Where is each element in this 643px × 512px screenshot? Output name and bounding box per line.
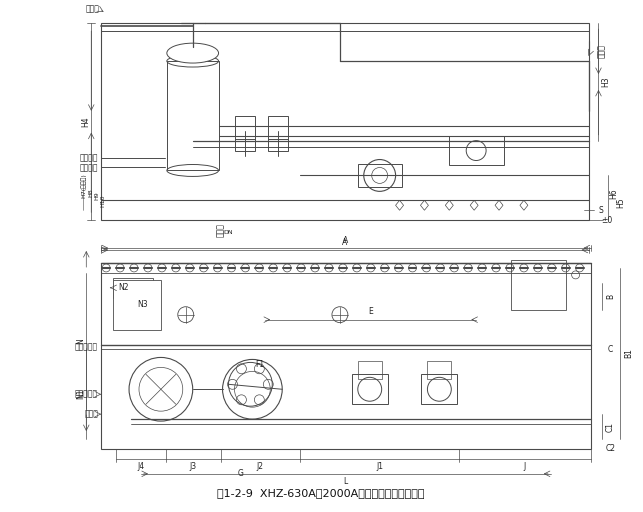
Polygon shape — [470, 200, 478, 210]
Text: B: B — [606, 294, 615, 299]
Text: N1: N1 — [76, 388, 85, 398]
Bar — [449, 136, 504, 165]
Text: C2: C2 — [606, 444, 615, 454]
Bar — [428, 361, 451, 379]
Text: C1: C1 — [606, 421, 615, 432]
Text: N2: N2 — [118, 283, 129, 292]
Bar — [113, 280, 161, 330]
Bar — [421, 374, 457, 404]
Text: J4: J4 — [138, 462, 145, 472]
Text: J1: J1 — [376, 462, 383, 472]
Text: N3: N3 — [137, 300, 148, 309]
Text: H9: H9 — [95, 191, 100, 200]
Bar — [511, 260, 566, 310]
Text: L: L — [344, 477, 348, 486]
Text: H3: H3 — [601, 77, 610, 87]
Bar — [101, 23, 588, 220]
Text: ±0: ±0 — [601, 216, 612, 225]
Polygon shape — [446, 200, 453, 210]
Text: 供油口: 供油口 — [86, 5, 99, 14]
Text: A: A — [342, 238, 347, 247]
Text: 采样口: 采样口 — [597, 44, 606, 58]
Text: H7(供油口): H7(供油口) — [80, 173, 86, 198]
Text: G: G — [237, 470, 244, 478]
Polygon shape — [395, 200, 404, 210]
Text: H4: H4 — [81, 116, 90, 127]
Text: A: A — [343, 236, 349, 245]
Text: DN: DN — [224, 229, 233, 234]
Bar — [358, 361, 382, 379]
Bar — [113, 278, 153, 298]
Text: J: J — [524, 462, 526, 472]
Text: E: E — [368, 307, 373, 316]
Polygon shape — [520, 200, 528, 210]
Polygon shape — [495, 200, 503, 210]
Bar — [358, 163, 402, 187]
Text: 回油口: 回油口 — [216, 223, 225, 237]
Ellipse shape — [167, 43, 219, 63]
Bar — [352, 374, 388, 404]
Text: H10: H10 — [101, 194, 105, 206]
Text: 冷却水出口: 冷却水出口 — [75, 390, 98, 399]
Text: H8: H8 — [89, 188, 94, 197]
Text: F1: F1 — [255, 360, 264, 369]
Text: N: N — [76, 338, 85, 344]
Bar — [167, 61, 219, 170]
Text: H6: H6 — [609, 188, 618, 199]
Text: J3: J3 — [190, 462, 197, 472]
Text: B1: B1 — [624, 349, 633, 358]
Text: 蒸汽出口: 蒸汽出口 — [80, 163, 98, 172]
Text: 供油口: 供油口 — [84, 410, 98, 419]
Text: 冷却水入口: 冷却水入口 — [75, 342, 98, 351]
Bar — [268, 116, 288, 151]
Text: 蒸汽入口: 蒸汽入口 — [80, 153, 98, 162]
Text: S: S — [598, 206, 603, 215]
Text: 图1-2-9  XHZ-630A～2000A型稀油润滑装置外形图: 图1-2-9 XHZ-630A～2000A型稀油润滑装置外形图 — [217, 488, 425, 498]
Text: H5: H5 — [616, 197, 625, 207]
Polygon shape — [421, 200, 428, 210]
Text: J2: J2 — [257, 462, 264, 472]
Bar — [235, 116, 255, 151]
Text: C: C — [608, 345, 613, 354]
Bar — [101, 263, 590, 449]
